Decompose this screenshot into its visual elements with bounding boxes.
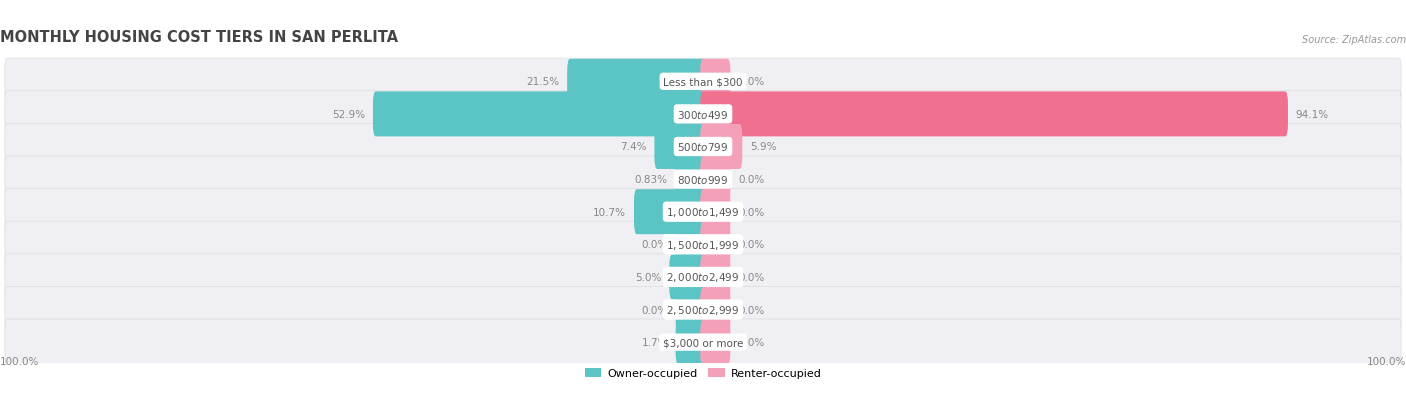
Text: 100.0%: 100.0% xyxy=(1367,356,1406,366)
FancyBboxPatch shape xyxy=(675,287,706,332)
Text: MONTHLY HOUSING COST TIERS IN SAN PERLITA: MONTHLY HOUSING COST TIERS IN SAN PERLIT… xyxy=(0,30,398,45)
Text: 0.0%: 0.0% xyxy=(738,175,765,185)
Text: $800 to $999: $800 to $999 xyxy=(678,174,728,186)
FancyBboxPatch shape xyxy=(6,157,1400,203)
FancyBboxPatch shape xyxy=(700,190,731,235)
Text: 5.9%: 5.9% xyxy=(749,142,776,152)
Text: 0.0%: 0.0% xyxy=(738,207,765,217)
FancyBboxPatch shape xyxy=(6,222,1400,268)
Text: 0.0%: 0.0% xyxy=(738,240,765,250)
Text: 0.0%: 0.0% xyxy=(641,240,668,250)
Text: 0.0%: 0.0% xyxy=(738,305,765,315)
Text: $500 to $799: $500 to $799 xyxy=(678,141,728,153)
Text: 5.0%: 5.0% xyxy=(636,272,662,282)
FancyBboxPatch shape xyxy=(675,157,706,202)
FancyBboxPatch shape xyxy=(6,124,1400,170)
Text: Less than $300: Less than $300 xyxy=(664,77,742,87)
Text: 0.83%: 0.83% xyxy=(636,175,668,185)
FancyBboxPatch shape xyxy=(634,190,706,235)
FancyBboxPatch shape xyxy=(6,92,1400,138)
Text: Source: ZipAtlas.com: Source: ZipAtlas.com xyxy=(1302,35,1406,45)
Text: $2,000 to $2,499: $2,000 to $2,499 xyxy=(666,271,740,284)
Text: 1.7%: 1.7% xyxy=(641,337,668,347)
FancyBboxPatch shape xyxy=(6,319,1400,366)
Text: 52.9%: 52.9% xyxy=(332,109,366,120)
Text: 0.0%: 0.0% xyxy=(738,337,765,347)
FancyBboxPatch shape xyxy=(700,157,731,202)
Text: 10.7%: 10.7% xyxy=(593,207,626,217)
Text: 21.5%: 21.5% xyxy=(526,77,560,87)
FancyBboxPatch shape xyxy=(669,255,706,300)
FancyBboxPatch shape xyxy=(700,59,731,104)
FancyBboxPatch shape xyxy=(6,254,1400,300)
FancyBboxPatch shape xyxy=(675,222,706,267)
Text: 0.0%: 0.0% xyxy=(738,77,765,87)
FancyBboxPatch shape xyxy=(373,92,706,137)
FancyBboxPatch shape xyxy=(700,92,1288,137)
Text: 100.0%: 100.0% xyxy=(0,356,39,366)
FancyBboxPatch shape xyxy=(6,287,1400,333)
FancyBboxPatch shape xyxy=(6,59,1400,105)
Text: $1,000 to $1,499: $1,000 to $1,499 xyxy=(666,206,740,218)
FancyBboxPatch shape xyxy=(700,255,731,300)
FancyBboxPatch shape xyxy=(700,287,731,332)
Text: $3,000 or more: $3,000 or more xyxy=(662,337,744,347)
Text: $300 to $499: $300 to $499 xyxy=(678,109,728,121)
Legend: Owner-occupied, Renter-occupied: Owner-occupied, Renter-occupied xyxy=(581,364,825,383)
FancyBboxPatch shape xyxy=(700,222,731,267)
Text: 0.0%: 0.0% xyxy=(738,272,765,282)
FancyBboxPatch shape xyxy=(567,59,706,104)
FancyBboxPatch shape xyxy=(700,125,742,170)
FancyBboxPatch shape xyxy=(654,125,706,170)
FancyBboxPatch shape xyxy=(6,189,1400,235)
Text: $2,500 to $2,999: $2,500 to $2,999 xyxy=(666,303,740,316)
Text: 94.1%: 94.1% xyxy=(1296,109,1329,120)
Text: $1,500 to $1,999: $1,500 to $1,999 xyxy=(666,238,740,251)
Text: 7.4%: 7.4% xyxy=(620,142,647,152)
FancyBboxPatch shape xyxy=(700,320,731,365)
FancyBboxPatch shape xyxy=(675,320,706,365)
Text: 0.0%: 0.0% xyxy=(641,305,668,315)
